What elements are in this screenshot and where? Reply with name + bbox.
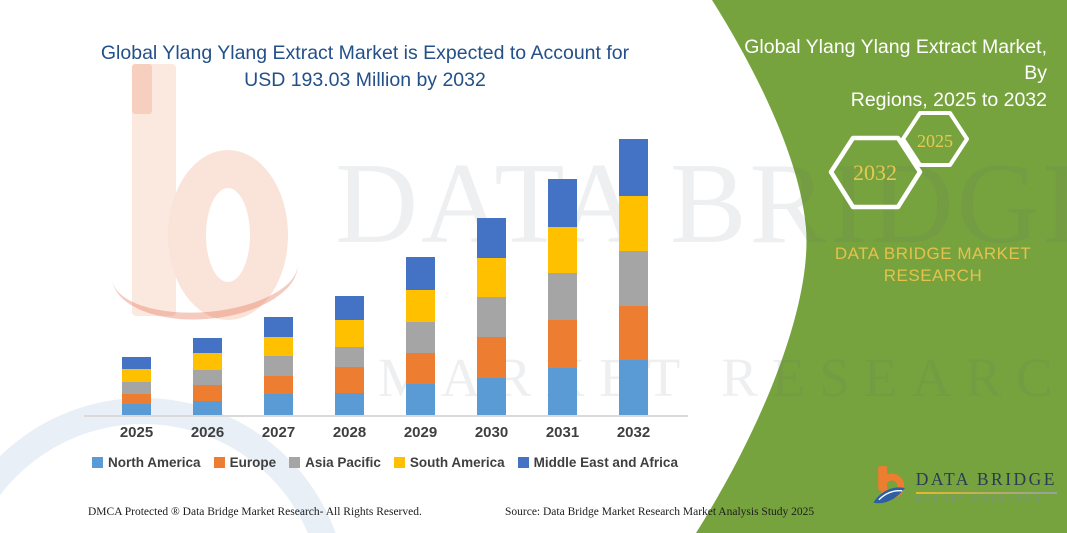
bar-segment-middle-east-and-africa xyxy=(264,316,293,338)
x-axis-label-2029: 2029 xyxy=(403,424,438,441)
hexagon-2032-label: 2032 xyxy=(853,160,897,185)
bar-segment-asia-pacific xyxy=(335,347,364,368)
legend-label: Europe xyxy=(229,455,277,470)
logo-swoosh-icon xyxy=(873,487,905,504)
bar-segment-europe xyxy=(619,305,648,360)
bar-segment-south-america xyxy=(548,226,577,274)
bar-segment-asia-pacific xyxy=(406,322,435,354)
bar-segment-middle-east-and-africa xyxy=(406,257,435,290)
bar-segment-north-america xyxy=(619,359,648,415)
legend-item-north-america: North America xyxy=(92,455,201,470)
bar-segment-middle-east-and-africa xyxy=(477,218,506,259)
logo-tagline: MARKET RESEARCH xyxy=(915,496,1044,503)
bar-segment-middle-east-and-africa xyxy=(122,356,151,369)
stacked-bar-2029 xyxy=(406,257,435,415)
x-axis-label-2030: 2030 xyxy=(474,424,509,441)
stacked-bar-2032 xyxy=(619,138,648,415)
bar-segment-asia-pacific xyxy=(548,273,577,321)
bar-segment-europe xyxy=(548,320,577,368)
bar-segment-middle-east-and-africa xyxy=(193,337,222,354)
bar-segment-south-america xyxy=(619,196,648,252)
logo-underline xyxy=(915,492,1057,494)
bar-segment-middle-east-and-africa xyxy=(619,138,648,197)
hexagon-2032 xyxy=(828,135,923,210)
bar-segment-north-america xyxy=(477,377,506,415)
footer-source-text: Source: Data Bridge Market Research Mark… xyxy=(505,506,815,518)
legend-label: Asia Pacific xyxy=(305,455,381,470)
legend-item-europe: Europe xyxy=(213,455,277,470)
bar-segment-north-america xyxy=(193,400,222,415)
bar-segment-north-america xyxy=(406,383,435,415)
bar-segment-north-america xyxy=(335,392,364,415)
legend-color-swatch xyxy=(393,457,405,468)
x-axis-line xyxy=(84,415,688,417)
legend-item-middle-east-and-africa: Middle East and Africa xyxy=(517,455,678,470)
bar-segment-south-america xyxy=(193,353,222,370)
bar-segment-south-america xyxy=(477,258,506,298)
legend-color-swatch xyxy=(289,457,301,468)
bar-segment-asia-pacific xyxy=(477,297,506,338)
bar-segment-south-america xyxy=(406,289,435,323)
logo-wordmark: DATA BRIDGE xyxy=(915,469,1057,489)
side-panel-title: Global Ylang Ylang Extract Market, By Re… xyxy=(735,34,1047,113)
stacked-bar-2025 xyxy=(122,356,151,415)
data-bridge-logo: DATA BRIDGE MARKET RESEARCH xyxy=(872,452,1057,520)
chart-title-line2: USD 193.03 Million by 2032 xyxy=(244,68,486,91)
stacked-bar-2028 xyxy=(335,295,364,415)
x-axis-label-2026: 2026 xyxy=(190,424,225,441)
bar-segment-south-america xyxy=(335,320,364,348)
bar-segment-asia-pacific xyxy=(264,356,293,376)
bar-segment-middle-east-and-africa xyxy=(335,295,364,321)
bar-segment-europe xyxy=(335,367,364,393)
legend-label: Middle East and Africa xyxy=(533,455,678,470)
stacked-bar-2026 xyxy=(193,337,222,415)
bar-segment-middle-east-and-africa xyxy=(548,179,577,227)
brand-text-line2: RESEARCH xyxy=(883,266,983,286)
data-bridge-logo-icon xyxy=(873,466,905,504)
x-axis-label-2032: 2032 xyxy=(616,424,651,441)
stacked-bar-2031 xyxy=(548,179,577,415)
bar-segment-south-america xyxy=(122,368,151,382)
footer-dmca-text: DMCA Protected ® Data Bridge Market Rese… xyxy=(88,506,422,518)
legend-label: South America xyxy=(409,455,505,470)
legend-item-south-america: South America xyxy=(393,455,505,470)
legend-label: North America xyxy=(108,455,201,470)
hexagon-badges: 2032 2025 xyxy=(828,111,969,210)
brand-text-line1: DATA BRIDGE MARKET xyxy=(834,244,1032,263)
bar-segment-europe xyxy=(122,393,151,404)
legend-item-asia-pacific: Asia Pacific xyxy=(289,455,381,470)
logo-swoosh-cut-icon xyxy=(878,490,903,501)
bar-segment-europe xyxy=(193,384,222,401)
side-panel-title-line2: Regions, 2025 to 2032 xyxy=(850,88,1047,111)
bar-segment-europe xyxy=(406,353,435,384)
bar-segment-south-america xyxy=(264,337,293,357)
chart-legend: North America Europe Asia Pacific South Ame… xyxy=(70,455,700,470)
bar-segment-north-america xyxy=(122,403,151,415)
x-axis-label-2028: 2028 xyxy=(332,424,367,441)
x-axis-label-2031: 2031 xyxy=(545,424,580,441)
legend-color-swatch xyxy=(517,457,529,468)
bar-segment-asia-pacific xyxy=(619,251,648,306)
bar-segment-north-america xyxy=(548,367,577,415)
bar-segment-europe xyxy=(264,375,293,394)
legend-color-swatch xyxy=(92,457,104,468)
hexagon-2025-label: 2025 xyxy=(917,131,953,151)
bar-segment-north-america xyxy=(264,393,293,415)
side-panel-brand-text: DATA BRIDGE MARKET RESEARCH xyxy=(818,243,1048,287)
bar-segment-asia-pacific xyxy=(193,369,222,385)
stacked-bar-2030 xyxy=(477,218,506,415)
legend-color-swatch xyxy=(213,457,225,468)
hexagon-2025 xyxy=(901,111,969,167)
side-panel-title-line1: Global Ylang Ylang Extract Market, By xyxy=(744,36,1047,85)
chart-title-line1: Global Ylang Ylang Extract Market is Exp… xyxy=(100,42,630,64)
bar-segment-europe xyxy=(477,337,506,378)
x-axis-label-2025: 2025 xyxy=(119,424,154,441)
stacked-bar-2027 xyxy=(264,316,293,415)
x-axis-label-2027: 2027 xyxy=(261,424,296,441)
bar-segment-asia-pacific xyxy=(122,381,151,394)
chart-title: Global Ylang Ylang Extract Market is Exp… xyxy=(70,40,660,94)
